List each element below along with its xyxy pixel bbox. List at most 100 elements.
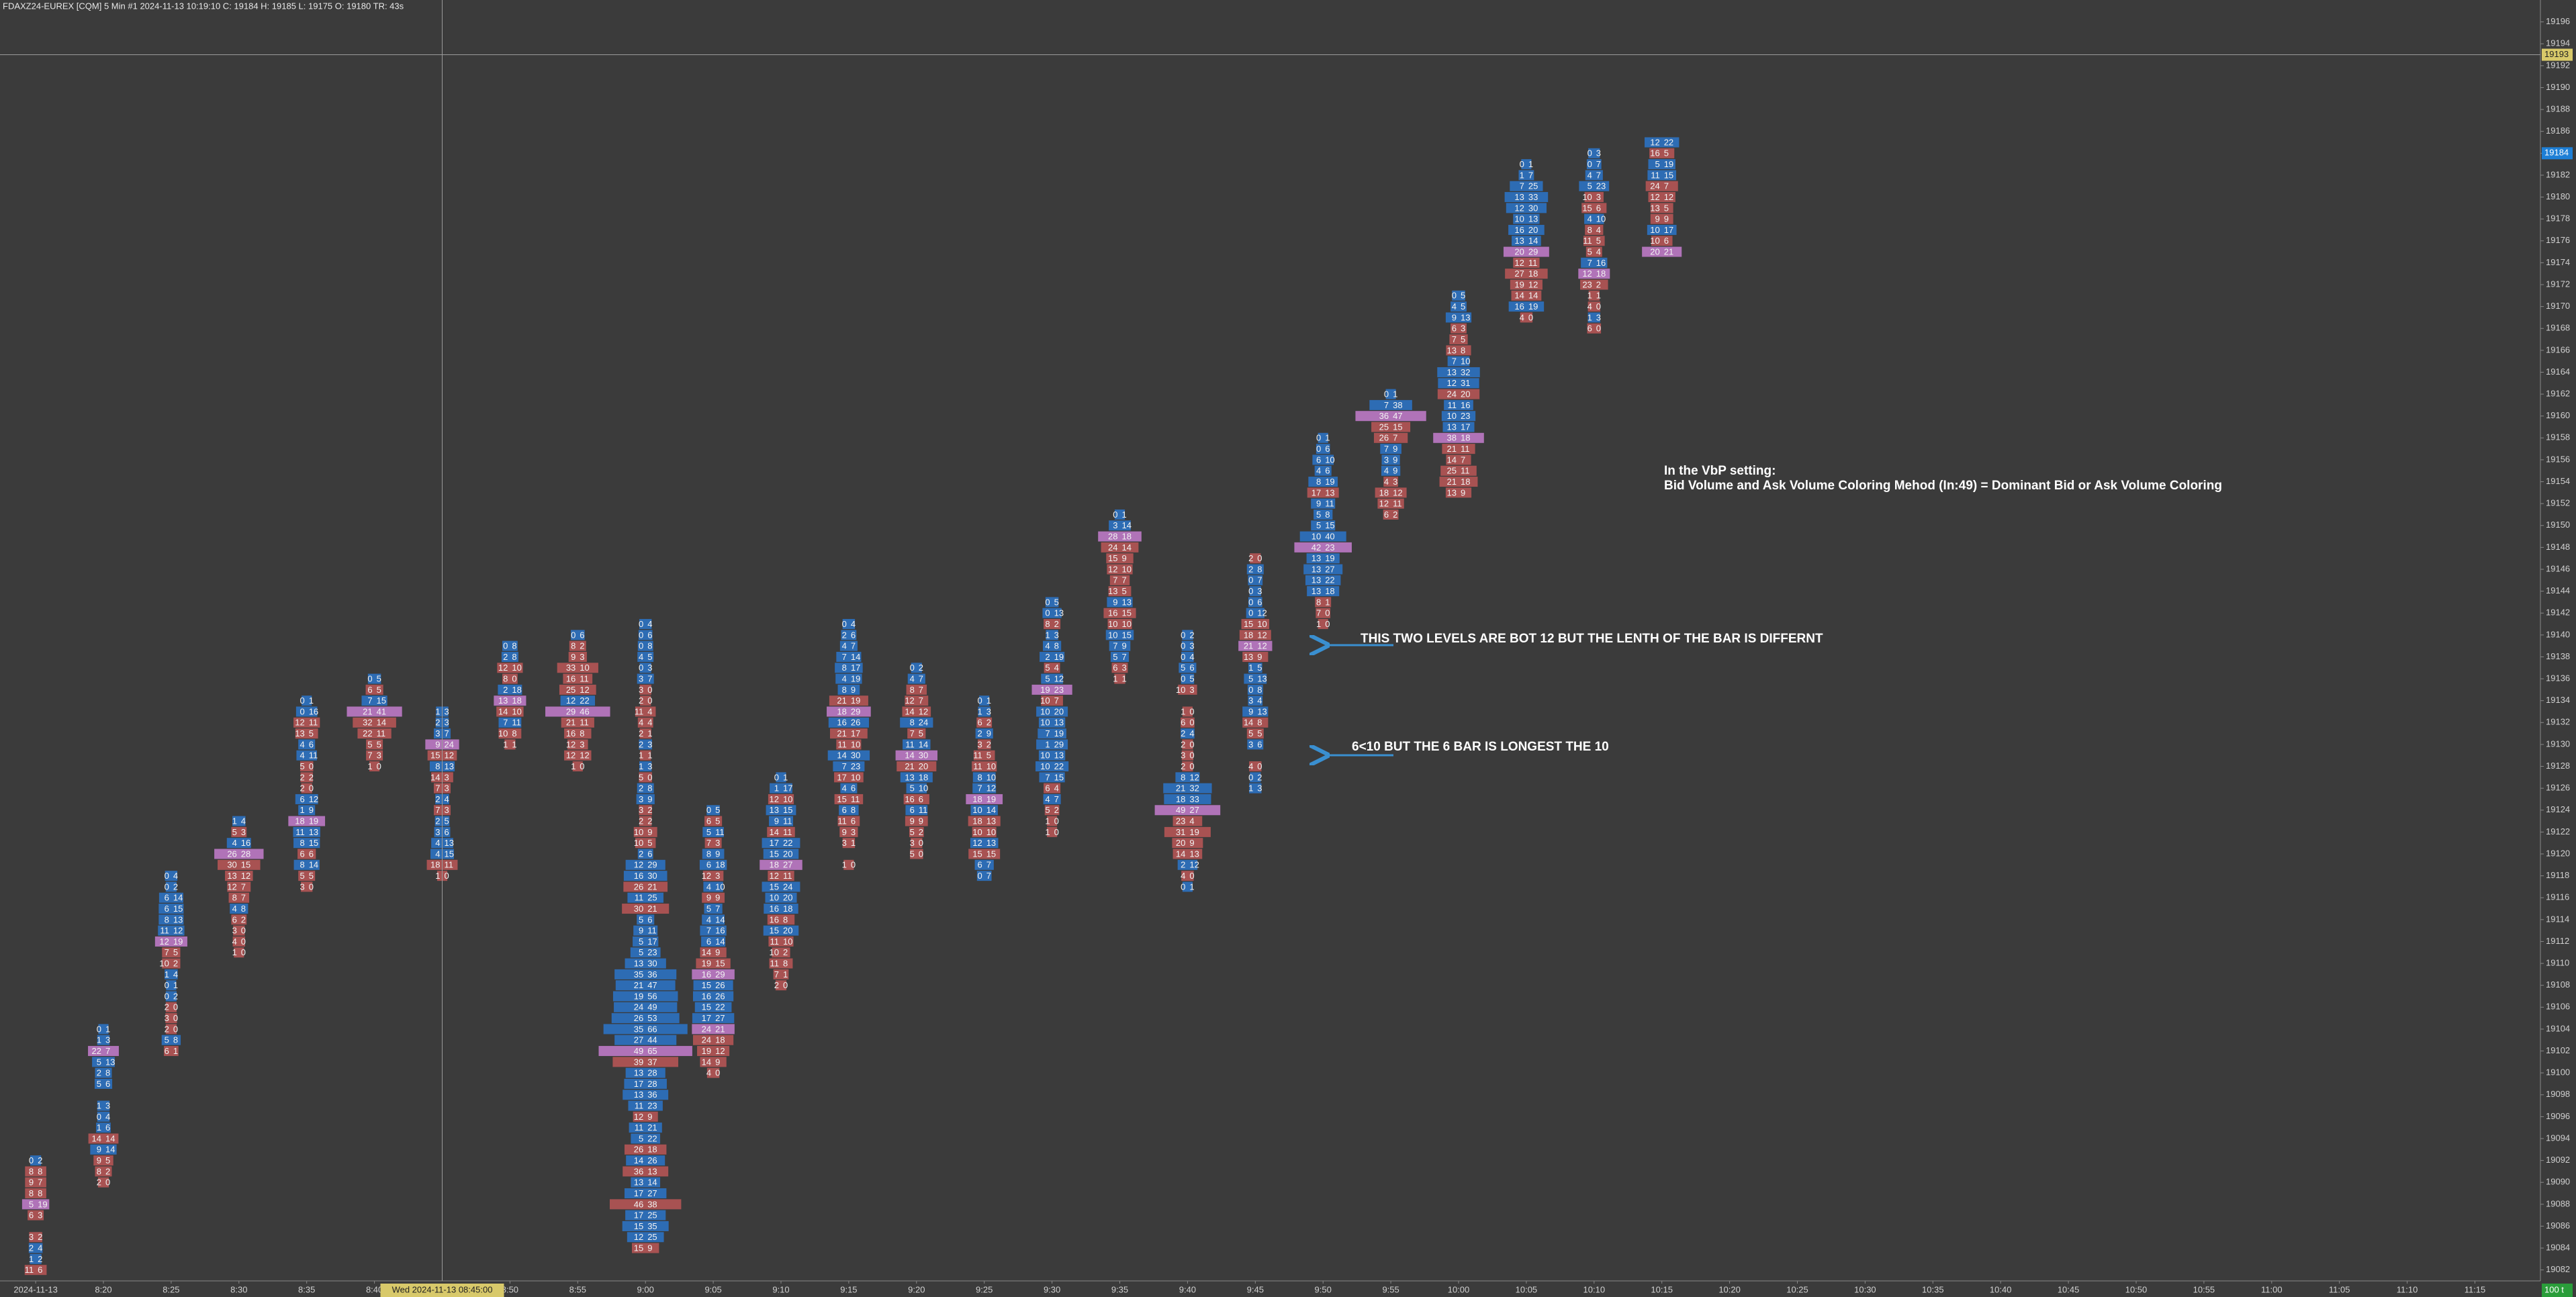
bid-volume: 4 [300, 751, 304, 761]
volume-bar [905, 816, 928, 826]
ask-volume: 10 [715, 881, 725, 892]
bid-volume: 8 [571, 641, 576, 651]
volume-bar [700, 947, 727, 958]
x-tick-label: 9:20 [908, 1284, 925, 1294]
volume-bar [1179, 663, 1197, 673]
volume-bar [1114, 673, 1125, 684]
ask-volume: 7 [919, 685, 923, 695]
volume-bar [369, 761, 380, 772]
ask-volume: 20 [783, 849, 792, 859]
ask-volume: 19 [309, 816, 318, 826]
bid-volume: 10 [770, 947, 779, 957]
ask-volume: 8 [1257, 685, 1262, 695]
ask-volume: 22 [1325, 575, 1334, 585]
bid-volume: 4 [639, 652, 643, 662]
volume-bar [97, 1111, 110, 1122]
ask-volume: 12 [919, 706, 928, 716]
volume-bar [1164, 794, 1211, 804]
bid-volume: 0 [1181, 630, 1185, 640]
ask-volume: 10 [512, 706, 521, 716]
volume-bar [1040, 651, 1065, 662]
bid-volume: 2 [639, 849, 643, 859]
volume-bar [302, 695, 312, 706]
bid-volume: 0 [842, 619, 847, 629]
ask-volume: 0 [377, 761, 381, 771]
bid-volume: 9 [639, 926, 643, 936]
bid-volume: 0 [300, 695, 304, 706]
ask-volume: 1 [783, 969, 788, 979]
volume-bar [1385, 389, 1396, 399]
last-price: 19184 [2544, 148, 2569, 158]
ask-volume: 21 [715, 1024, 725, 1034]
volume-bar [571, 630, 585, 640]
ask-volume: 15 [173, 904, 183, 914]
bid-volume: 0 [1316, 433, 1321, 443]
bid-volume: 5 [367, 739, 372, 749]
bid-volume: 13 [1312, 553, 1321, 563]
ask-volume: 3 [1257, 586, 1262, 596]
ask-volume: 2 [173, 881, 178, 892]
ask-volume: 4 [1257, 695, 1262, 706]
bid-volume: 9 [1316, 499, 1321, 509]
bid-volume: 6 [977, 718, 982, 728]
volume-bar [1451, 323, 1467, 334]
bid-volume: 27 [634, 1035, 643, 1045]
bid-volume: 1 [97, 1122, 101, 1133]
ask-volume: 41 [377, 706, 386, 716]
volume-bar [979, 695, 990, 706]
ask-volume: 2 [173, 959, 178, 969]
ask-volume: 7 [715, 904, 720, 914]
ask-volume: 14 [919, 739, 928, 749]
ask-volume: 15 [715, 959, 725, 969]
volume-bar [25, 1188, 46, 1199]
bid-volume: 27 [1514, 269, 1524, 279]
volume-bar [625, 1067, 665, 1078]
bid-volume: 10 [1108, 630, 1117, 640]
ask-volume: 20 [783, 893, 792, 903]
volume-bar [1307, 487, 1339, 498]
bid-volume: 5 [1181, 663, 1185, 673]
ask-volume: 13 [309, 827, 318, 837]
bid-volume: 6 [165, 1046, 169, 1056]
bid-volume: 0 [1248, 772, 1253, 782]
bid-volume: 2 [503, 652, 508, 662]
bid-volume: 10 [1040, 761, 1050, 771]
ask-volume: 6 [647, 914, 652, 924]
ask-volume: 27 [715, 1013, 725, 1023]
ask-volume: 18 [1596, 269, 1606, 279]
volume-bar [295, 728, 318, 739]
bid-volume: 19 [634, 991, 643, 1001]
volume-bar [776, 772, 786, 783]
bid-volume: 1 [774, 783, 779, 794]
y-tick-label: 19126 [2546, 783, 2570, 793]
volume-bar [637, 717, 653, 728]
ask-volume: 0 [1189, 751, 1194, 761]
bid-volume: 10 [770, 893, 779, 903]
bid-volume: 10 [1040, 695, 1050, 706]
ask-volume: 7 [38, 1178, 42, 1188]
volume-bar [611, 1013, 680, 1024]
volume-bar [638, 630, 653, 640]
bid-volume: 7 [842, 761, 847, 771]
volume-bar [625, 1144, 667, 1155]
ask-volume: 3 [241, 827, 246, 837]
x-tick-label: 10:20 [1718, 1284, 1741, 1294]
volume-bar [1355, 411, 1426, 422]
bid-volume: 15 [770, 849, 779, 859]
bid-volume: 8 [706, 849, 711, 859]
bid-volume: 13 [1312, 586, 1321, 596]
volume-bar [694, 1002, 732, 1012]
volume-bar [1508, 224, 1545, 235]
ask-volume: 0 [1054, 816, 1059, 826]
y-tick-label: 19192 [2546, 60, 2570, 70]
bid-volume: 12 [498, 663, 508, 673]
volume-bar [763, 925, 799, 936]
bid-volume: 4 [842, 641, 847, 651]
y-tick-label: 19118 [2546, 870, 2569, 880]
ask-volume: 15 [783, 805, 792, 815]
bid-volume: 12 [159, 936, 169, 947]
volume-bar [968, 816, 1001, 826]
volume-bar [625, 859, 665, 870]
volume-bar [699, 859, 727, 870]
bid-volume: 32 [363, 718, 372, 728]
